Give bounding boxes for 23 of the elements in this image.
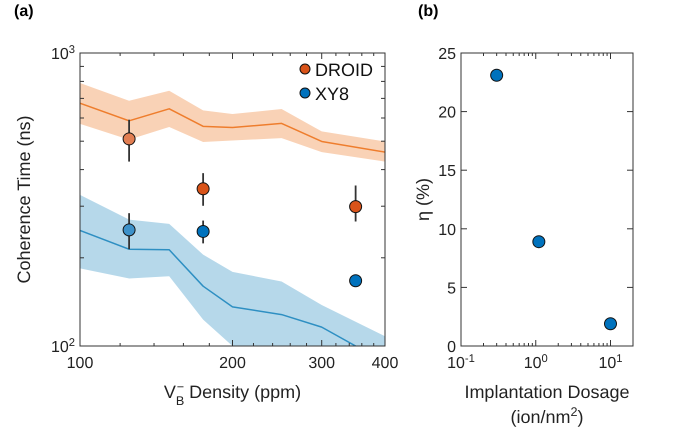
x-tick-label: 200: [219, 355, 246, 372]
x-tick-label: 300: [308, 355, 336, 372]
y-axis-title: Coherence Time (ns): [14, 115, 34, 284]
x-axis-title: V$_{B}$$^{−}$ Density (ppm): [164, 380, 302, 408]
x-tick-label: 400: [372, 355, 398, 372]
y-tick-label: 20: [438, 104, 456, 122]
x-tick-label: 100: [66, 355, 94, 372]
y-axis-title: η (%): [413, 178, 433, 222]
y-tick-label: 25: [438, 46, 456, 63]
y-tick-label: 5: [447, 280, 456, 298]
y-tick-label: 0: [447, 339, 456, 356]
y-tick-label: 10$^{3}$: [50, 44, 75, 63]
y-tick-label: 10$^{2}$: [50, 337, 75, 356]
chart-title: (a): [14, 3, 34, 20]
x-tick-label: 10$^{1}$: [598, 353, 623, 372]
legend-label: XY8: [315, 84, 350, 104]
x-tick-label: 10$^{-1}$: [447, 353, 475, 372]
y-tick-label: 15: [438, 163, 456, 180]
chart-title: (b): [418, 3, 438, 20]
x-axis-title: Implantation Dosage (ion/nm$^{2}$): [464, 382, 630, 427]
y-tick-label: 10: [438, 222, 456, 239]
x-tick-label: 10$^{0}$: [524, 353, 548, 372]
legend-label: DROID: [315, 60, 373, 80]
